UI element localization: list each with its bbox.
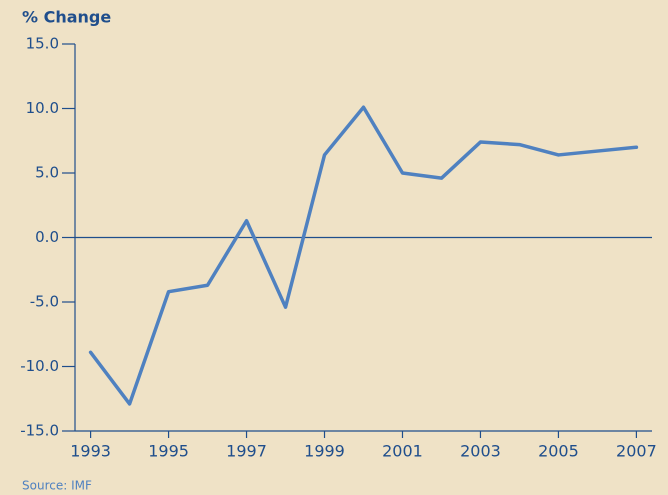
x-tick-label: 1997: [226, 442, 267, 461]
y-tick-label: -15.0: [20, 422, 59, 440]
data-line: [88, 105, 639, 406]
x-tick-label: 2001: [382, 442, 423, 461]
y-tick-label: -10.0: [20, 357, 59, 375]
x-tick-label: 1999: [304, 442, 345, 461]
x-tick-label: 2005: [538, 442, 579, 461]
source-note: Source: IMF: [22, 479, 92, 493]
x-tick-label: 1993: [70, 442, 111, 461]
y-tick-label: 10.0: [26, 99, 59, 117]
y-tick-label: 0.0: [35, 228, 59, 246]
x-tick-label: 2007: [616, 442, 657, 461]
y-tick-label: -5.0: [30, 293, 59, 311]
y-axis-label: % Change: [22, 8, 111, 27]
y-tick-label: 5.0: [35, 164, 59, 182]
y-tick-label: 15.0: [26, 35, 59, 53]
x-tick-label: 1995: [148, 442, 189, 461]
x-tick-label: 2003: [460, 442, 501, 461]
